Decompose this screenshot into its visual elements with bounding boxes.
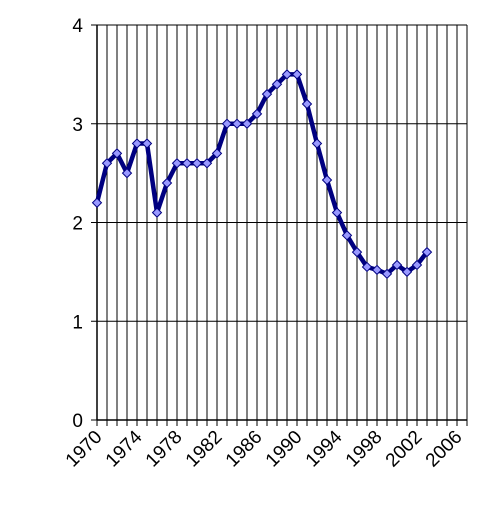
data-point: [371, 264, 383, 276]
data-point: [141, 138, 153, 149]
y-tick-label: 0: [72, 411, 83, 432]
y-tick-label: 1: [72, 312, 83, 333]
data-point: [241, 118, 253, 129]
y-tick-label: 4: [72, 16, 83, 37]
data-point: [121, 167, 133, 179]
data-point: [101, 158, 113, 169]
data-point: [261, 88, 273, 100]
data-point: [421, 246, 433, 258]
y-tick-label: 3: [72, 115, 83, 136]
data-point: [281, 69, 293, 80]
data-line: [94, 72, 429, 277]
x-tick-label: 1998: [342, 427, 387, 472]
data-point: [201, 158, 213, 169]
x-tick-label: 2002: [382, 427, 427, 472]
data-point: [211, 148, 223, 159]
data-point: [221, 118, 233, 129]
x-tick-label: 1982: [182, 427, 227, 472]
data-point: [191, 158, 203, 169]
x-tick-label: 1994: [302, 426, 347, 471]
data-point: [171, 158, 183, 169]
data-point: [321, 174, 333, 186]
data-point: [161, 177, 173, 189]
data-point: [181, 158, 193, 169]
data-point: [401, 266, 413, 278]
y-tick-label: 2: [72, 214, 83, 235]
data-point: [411, 259, 423, 271]
data-point: [251, 108, 263, 120]
data-point: [311, 138, 323, 149]
data-point: [361, 261, 373, 273]
x-tick-label: 1970: [62, 427, 107, 472]
data-point: [231, 118, 243, 129]
data-point: [331, 207, 343, 218]
data-point: [351, 246, 363, 258]
x-tick-label: 1986: [222, 427, 267, 472]
data-point: [151, 207, 163, 218]
data-point: [91, 197, 103, 208]
data-point: [111, 148, 123, 159]
x-tick-label: 1974: [102, 426, 147, 471]
data-point: [301, 98, 313, 110]
data-point: [131, 138, 143, 149]
x-tick-label: 1978: [142, 427, 187, 472]
data-point: [271, 79, 283, 90]
data-point: [341, 230, 353, 241]
x-tick-label: 1990: [262, 427, 307, 472]
data-point: [291, 69, 303, 80]
x-tick-label: 2006: [422, 427, 467, 472]
data-point: [381, 268, 393, 280]
data-point: [391, 259, 403, 271]
